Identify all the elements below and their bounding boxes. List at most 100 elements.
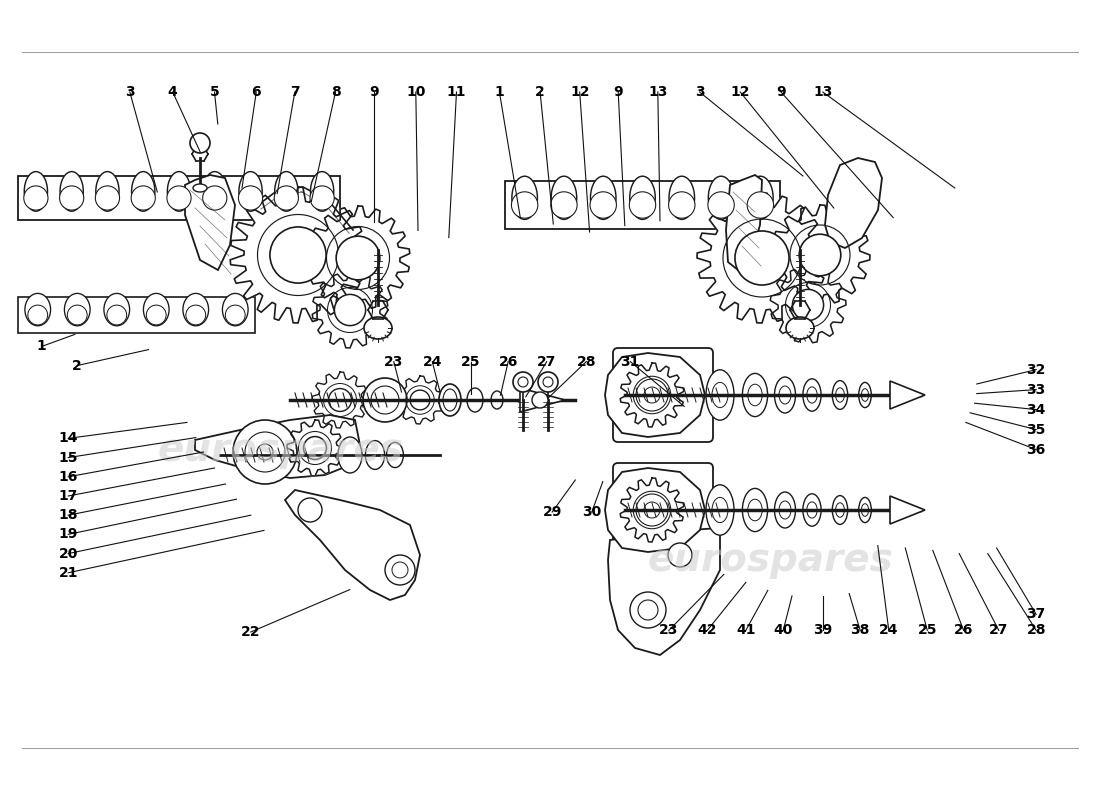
Ellipse shape (204, 172, 227, 211)
Ellipse shape (786, 317, 814, 339)
Polygon shape (230, 187, 366, 323)
Circle shape (590, 192, 616, 218)
Circle shape (310, 186, 334, 210)
Text: 28: 28 (1026, 623, 1046, 638)
Text: 17: 17 (58, 489, 78, 503)
Polygon shape (890, 496, 925, 524)
Text: 13: 13 (648, 85, 668, 99)
Text: 9: 9 (777, 85, 785, 99)
Circle shape (385, 555, 415, 585)
Text: 27: 27 (989, 623, 1009, 638)
Text: 9: 9 (370, 85, 378, 99)
Ellipse shape (183, 294, 209, 326)
Polygon shape (697, 193, 827, 323)
Circle shape (630, 592, 666, 628)
Ellipse shape (103, 294, 130, 326)
Text: 3: 3 (125, 85, 134, 99)
Circle shape (146, 305, 166, 325)
Polygon shape (608, 528, 720, 655)
Polygon shape (312, 272, 388, 348)
Ellipse shape (708, 176, 734, 219)
Ellipse shape (143, 294, 169, 326)
Circle shape (329, 389, 351, 411)
Polygon shape (185, 175, 235, 270)
Text: 10: 10 (406, 85, 426, 99)
Text: 13: 13 (813, 85, 833, 99)
Circle shape (708, 192, 735, 218)
Circle shape (96, 186, 120, 210)
Circle shape (668, 543, 692, 567)
Text: 1: 1 (495, 85, 504, 99)
Polygon shape (620, 363, 684, 427)
Text: 42: 42 (697, 623, 717, 638)
Text: 18: 18 (58, 508, 78, 522)
Ellipse shape (833, 495, 848, 525)
Ellipse shape (742, 488, 768, 532)
Text: 8: 8 (331, 85, 340, 99)
Circle shape (747, 192, 773, 218)
Ellipse shape (748, 176, 773, 219)
Text: 2: 2 (73, 358, 81, 373)
Text: 26: 26 (498, 354, 518, 369)
Circle shape (298, 498, 322, 522)
Text: 9: 9 (614, 85, 623, 99)
Ellipse shape (468, 388, 483, 412)
Circle shape (363, 378, 407, 422)
Bar (505, 181, 780, 229)
Circle shape (186, 305, 206, 325)
Ellipse shape (774, 492, 795, 528)
Ellipse shape (364, 317, 392, 339)
Polygon shape (890, 381, 925, 409)
Ellipse shape (365, 441, 385, 470)
Circle shape (629, 192, 656, 218)
Ellipse shape (833, 381, 848, 410)
Text: 31: 31 (620, 354, 640, 369)
Circle shape (792, 290, 824, 321)
Ellipse shape (275, 172, 298, 211)
Bar (18, 297, 255, 333)
Text: 26: 26 (954, 623, 974, 638)
Text: 39: 39 (813, 623, 833, 638)
Text: 40: 40 (773, 623, 793, 638)
Circle shape (513, 372, 534, 392)
Circle shape (538, 372, 558, 392)
Text: 23: 23 (384, 354, 404, 369)
Text: 41: 41 (736, 623, 756, 638)
Ellipse shape (25, 294, 51, 326)
Polygon shape (770, 267, 846, 342)
Circle shape (233, 420, 297, 484)
Ellipse shape (551, 176, 576, 219)
Text: 21: 21 (58, 566, 78, 580)
Text: 35: 35 (1026, 422, 1046, 437)
Circle shape (337, 236, 379, 280)
Ellipse shape (60, 172, 84, 211)
Ellipse shape (512, 176, 538, 219)
Ellipse shape (65, 294, 90, 326)
Ellipse shape (24, 172, 47, 211)
Text: 19: 19 (58, 527, 78, 542)
Ellipse shape (706, 370, 734, 420)
Ellipse shape (239, 172, 262, 211)
Circle shape (639, 382, 665, 408)
Ellipse shape (96, 172, 119, 211)
Ellipse shape (167, 172, 190, 211)
Circle shape (636, 494, 668, 526)
Text: 22: 22 (241, 625, 261, 639)
Polygon shape (605, 353, 705, 437)
Text: 14: 14 (58, 431, 78, 446)
Circle shape (669, 192, 695, 218)
Text: 24: 24 (879, 623, 899, 638)
Text: 27: 27 (537, 354, 557, 369)
Polygon shape (605, 468, 705, 552)
Text: 28: 28 (576, 354, 596, 369)
Text: 32: 32 (1026, 362, 1046, 377)
Circle shape (334, 294, 365, 326)
Ellipse shape (132, 172, 155, 211)
Ellipse shape (774, 377, 795, 413)
Circle shape (24, 186, 48, 210)
Bar (18, 176, 340, 220)
Circle shape (800, 234, 840, 276)
Ellipse shape (386, 442, 404, 467)
Text: 12: 12 (730, 85, 750, 99)
Polygon shape (195, 415, 360, 478)
